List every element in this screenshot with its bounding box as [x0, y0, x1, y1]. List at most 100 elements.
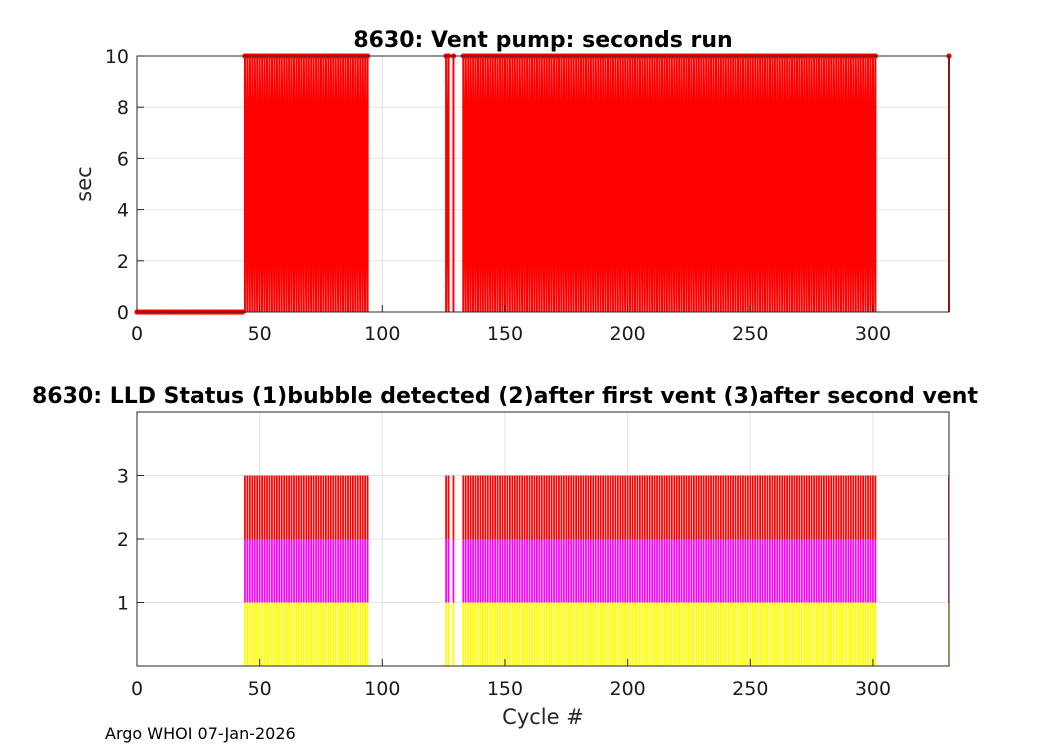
status-bar-segment [293, 475, 295, 539]
status-bar-segment [356, 475, 359, 539]
status-bar-segment [710, 539, 712, 603]
status-bar-segment [472, 602, 474, 666]
status-bar-segment [275, 539, 278, 603]
status-bar-segment [643, 475, 646, 539]
status-bar-segment [452, 475, 455, 539]
status-bar-segment [295, 475, 298, 539]
status-bar-segment [803, 539, 806, 603]
status-bar-segment [283, 475, 286, 539]
status-bar-segment [695, 539, 698, 603]
status-bar-segment [619, 539, 622, 603]
status-bar-segment [496, 602, 499, 666]
status-bar-segment [278, 602, 281, 666]
status-bar-segment [764, 602, 766, 666]
status-bar-segment [486, 475, 489, 539]
status-bar-segment [830, 602, 833, 666]
status-bar-segment [334, 539, 337, 603]
status-bar-segment [724, 475, 727, 539]
status-bar-segment [582, 602, 585, 666]
status-bar-segment [523, 602, 526, 666]
status-bar-segment [587, 539, 590, 603]
status-bar-segment [862, 602, 865, 666]
status-bar-segment [754, 475, 757, 539]
status-bar-segment [494, 602, 497, 666]
bottom-x-tick-label: 250 [732, 678, 768, 700]
status-bar-segment [849, 602, 852, 666]
status-bar-segment [558, 602, 560, 666]
status-bar-segment [342, 475, 344, 539]
status-bar-segment [624, 475, 627, 539]
status-bar-segment [670, 475, 673, 539]
top-x-tick-label: 250 [732, 323, 768, 345]
status-bar-segment [572, 602, 575, 666]
top-x-tick-label: 50 [248, 323, 272, 345]
status-bar-segment [295, 602, 298, 666]
status-bar-segment [516, 539, 519, 603]
status-bar-segment [643, 602, 646, 666]
status-bar-segment [849, 539, 852, 603]
status-bar-segment [754, 539, 757, 603]
status-bar-segment [673, 602, 676, 666]
status-bar-segment [577, 475, 580, 539]
status-bar-segment [592, 539, 595, 603]
status-bar-segment [734, 539, 737, 603]
status-bar-segment [651, 539, 654, 603]
status-bar-segment [244, 539, 246, 603]
status-bar-segment [263, 602, 266, 666]
status-bar-segment [339, 475, 342, 539]
status-bar-segment [283, 602, 286, 666]
status-bar-segment [867, 475, 869, 539]
status-bar-segment [773, 602, 776, 666]
status-bar-segment [800, 475, 803, 539]
status-bar-segment [589, 602, 592, 666]
status-bar-segment [636, 539, 639, 603]
bottom-x-tick-label: 100 [364, 678, 400, 700]
status-bar-segment [248, 602, 251, 666]
bottom-y-tick-label: 1 [117, 593, 129, 615]
status-bar-segment [329, 602, 332, 666]
status-bar-segment [447, 475, 450, 539]
status-bar-segment [359, 602, 362, 666]
status-bar-segment [678, 539, 681, 603]
status-bar-segment [349, 539, 352, 603]
status-bar-segment [248, 539, 251, 603]
status-bar-segment [666, 539, 668, 603]
status-bar-segment [629, 475, 631, 539]
status-bar-segment [577, 539, 580, 603]
status-bar-segment [827, 539, 830, 603]
lld-status-chart: 0 50 100 150 200 250 300 1 2 3 8630: LLD Status … [32, 384, 978, 729]
status-bar-segment [675, 602, 678, 666]
status-bar-segment [864, 602, 867, 666]
status-bar-segment [562, 602, 565, 666]
status-bar-segment [283, 539, 286, 603]
status-bar-segment [261, 475, 263, 539]
status-bar-segment [273, 539, 276, 603]
status-bar-segment [690, 539, 693, 603]
status-bar-segment [739, 602, 742, 666]
status-bar-segment [295, 539, 298, 603]
status-bar-segment [288, 602, 290, 666]
status-bar-segment [258, 539, 261, 603]
status-bar-segment [773, 539, 776, 603]
status-bar-segment [710, 602, 712, 666]
status-bar-segment [864, 539, 867, 603]
status-bar-segment [776, 539, 779, 603]
status-bar-segment [300, 539, 303, 603]
status-bar-segment [513, 602, 516, 666]
status-bar-segment [506, 475, 509, 539]
status-bar-segment [619, 602, 622, 666]
status-bar-segment [739, 475, 742, 539]
status-bar-segment [366, 602, 369, 666]
status-bar-segment [244, 602, 246, 666]
status-bar-segment [746, 602, 749, 666]
status-bar-segment [310, 602, 313, 666]
status-bar-segment [484, 602, 487, 666]
status-bar-segment [734, 602, 737, 666]
status-bar-segment [683, 475, 685, 539]
status-bar-segment [582, 539, 585, 603]
status-bar-segment [805, 475, 808, 539]
status-bar-segment [261, 602, 263, 666]
status-bar-segment [256, 602, 259, 666]
status-bar-segment [658, 475, 661, 539]
status-bar-segment [347, 475, 349, 539]
